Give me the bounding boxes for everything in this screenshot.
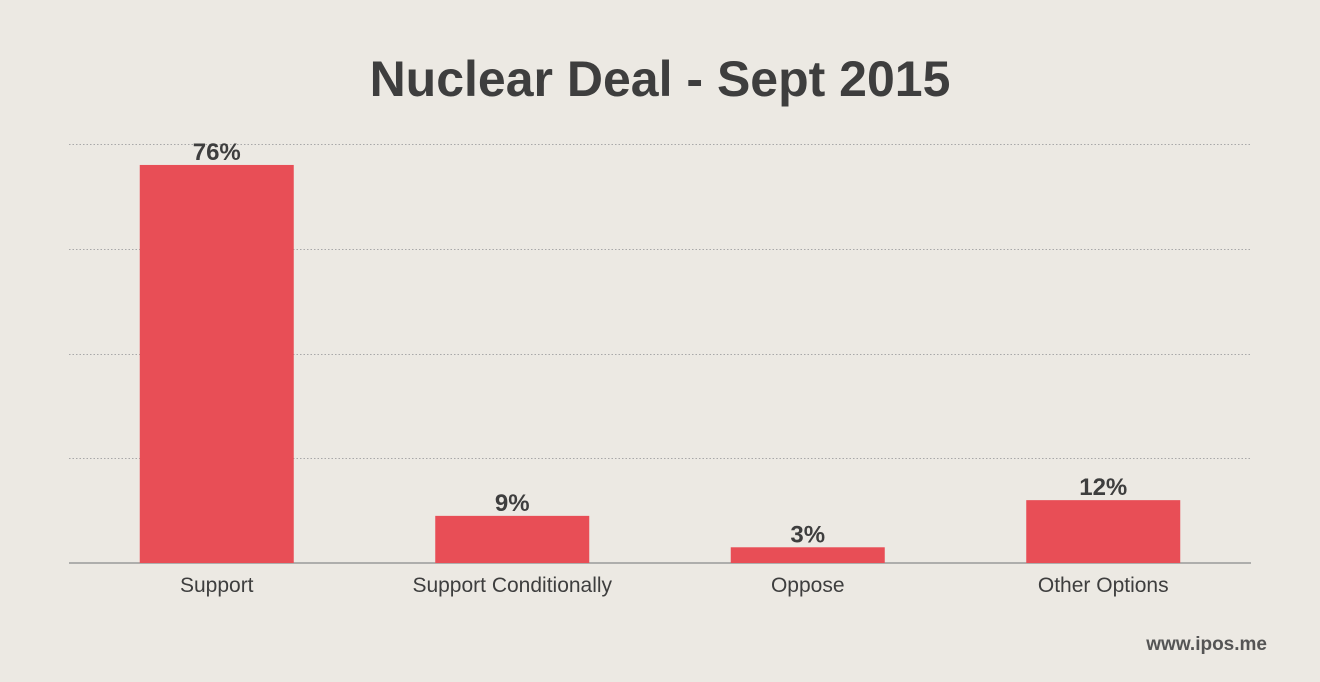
category-label: Support: [180, 574, 254, 597]
category-labels: Support Support Conditionally Oppose Other …: [180, 574, 1169, 597]
bar-support: [139, 164, 294, 563]
chart-title: Nuclear Deal - Sept 2015: [369, 51, 951, 107]
bar-support-conditionally: [435, 515, 590, 563]
bar-value-label: 3%: [790, 521, 825, 548]
bar-oppose: [730, 547, 885, 563]
category-label: Oppose: [771, 574, 845, 597]
category-label: Support Conditionally: [412, 574, 612, 597]
source-watermark: www.ipos.me: [1146, 634, 1267, 655]
bar-other-options: [1026, 500, 1181, 563]
bars: [139, 164, 1181, 563]
bar-value-label: 9%: [495, 490, 530, 517]
bar-value-label: 76%: [193, 139, 241, 166]
value-labels: 76% 9% 3% 12%: [193, 139, 1128, 548]
category-label: Other Options: [1038, 574, 1169, 597]
bar-value-label: 12%: [1079, 474, 1127, 501]
